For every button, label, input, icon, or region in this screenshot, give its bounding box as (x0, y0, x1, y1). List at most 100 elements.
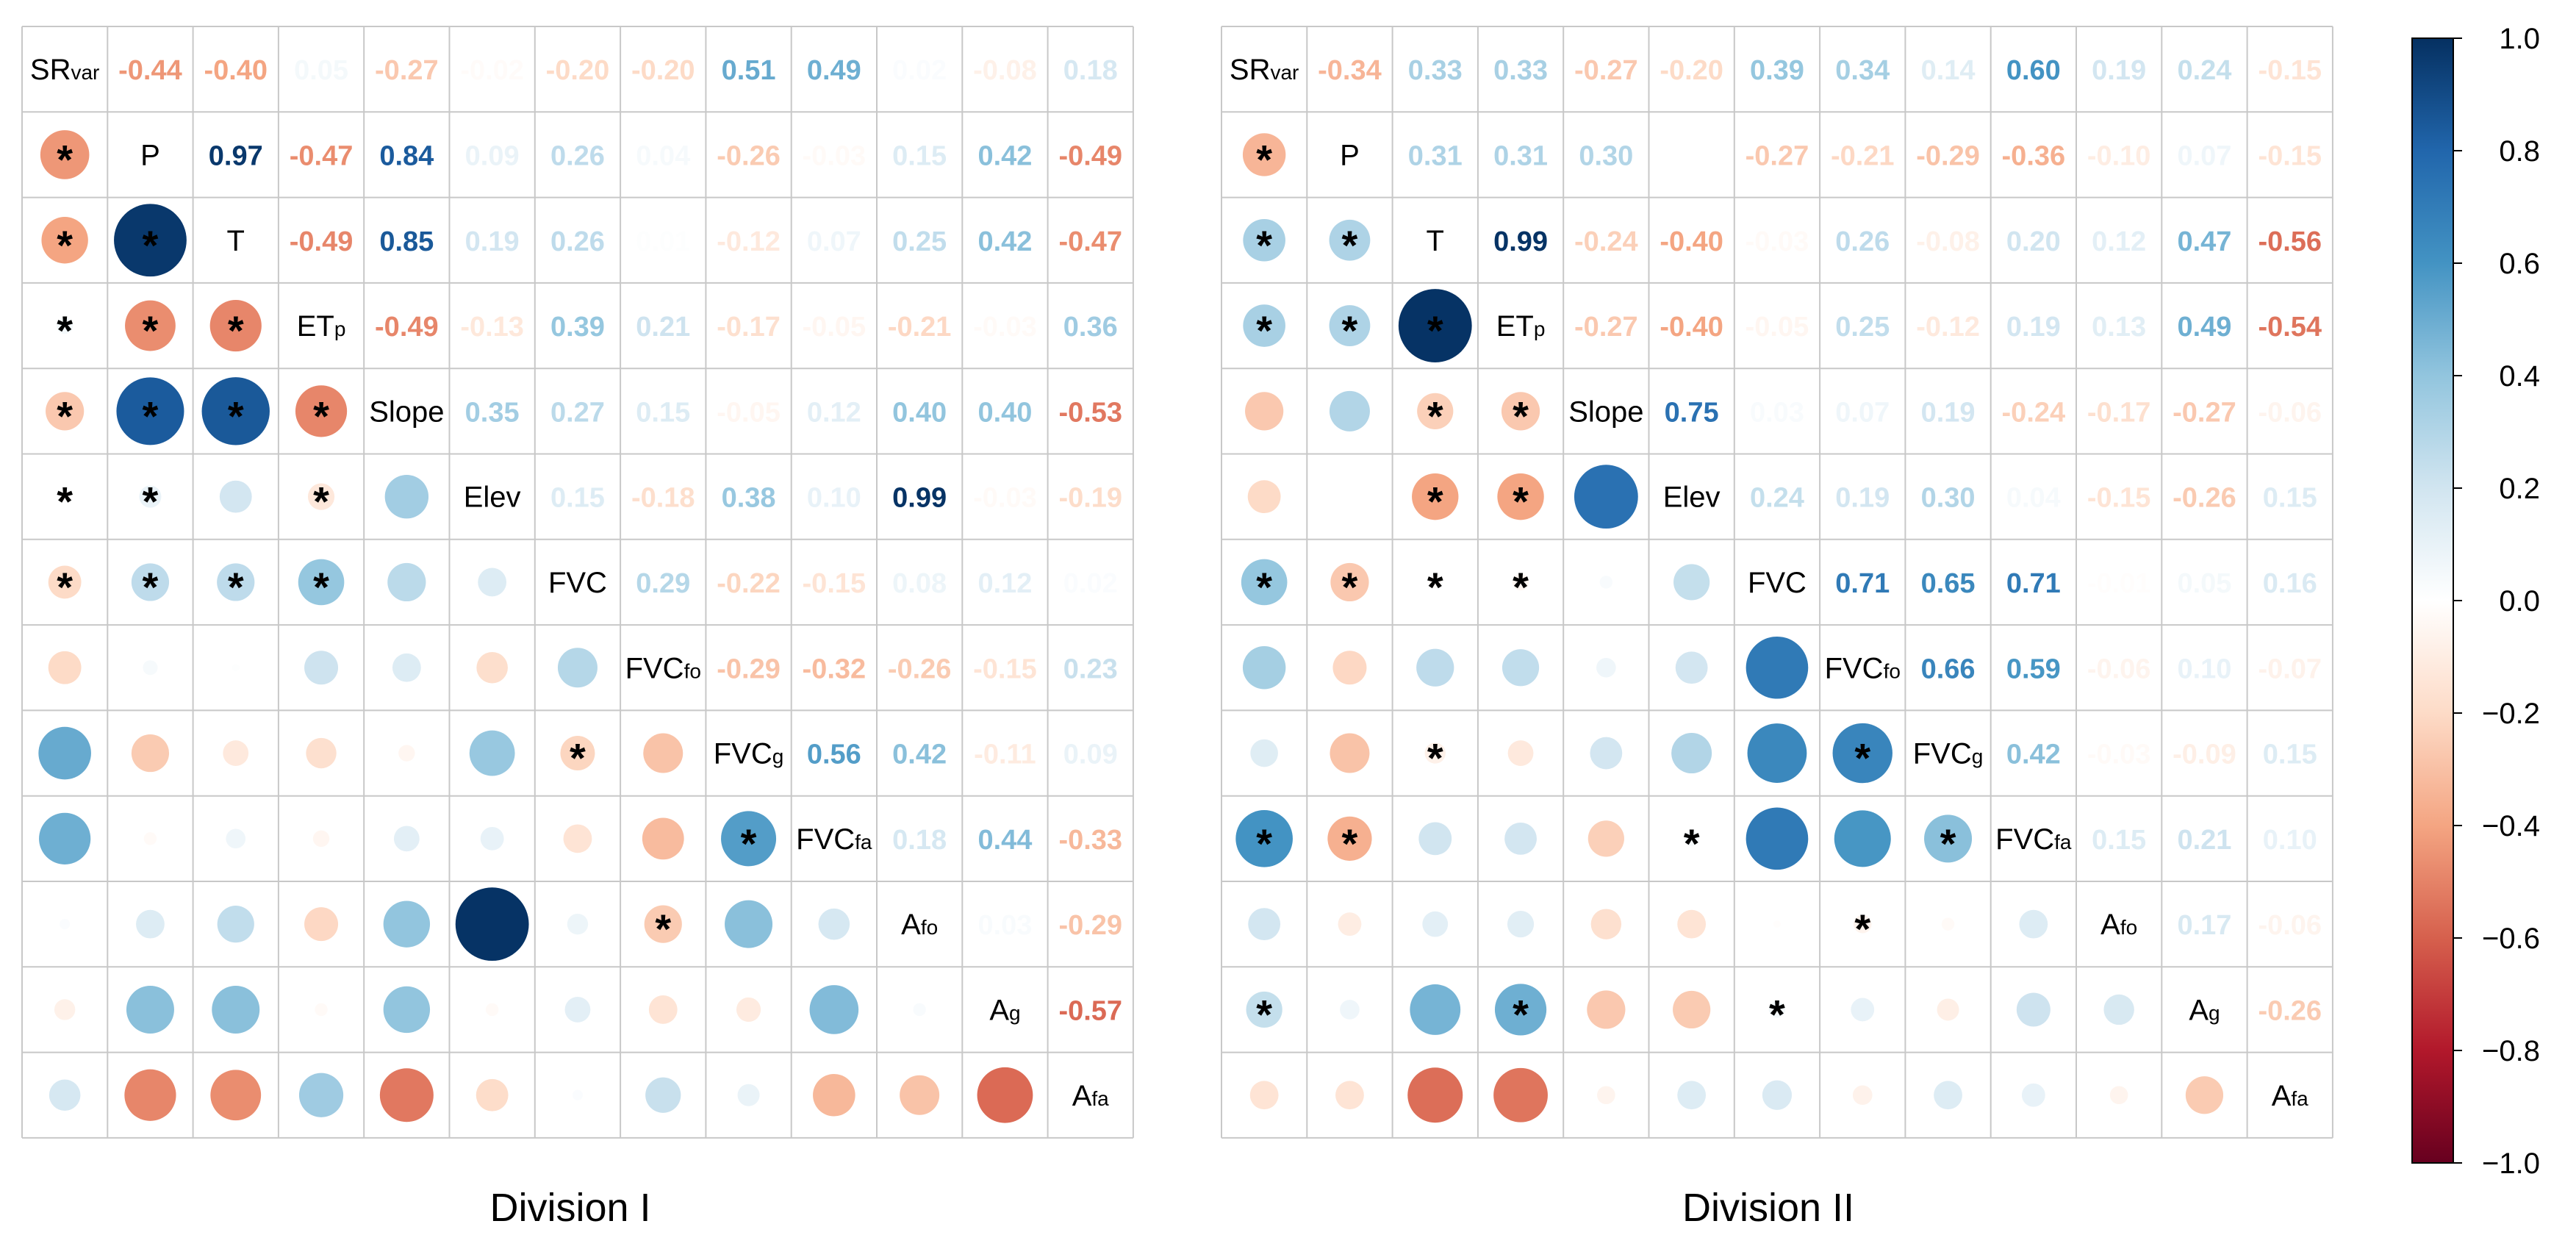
significance-star: * (1256, 222, 1272, 268)
significance-star: * (570, 735, 586, 781)
correlation-circle (1504, 822, 1537, 855)
coefficient-value: 0.75 (1665, 397, 1719, 428)
variable-label: Elev (464, 481, 521, 514)
coefficient-value: 0.13 (2092, 312, 2146, 343)
correlation-circle (143, 832, 157, 845)
coefficient-value: 0.97 (209, 140, 263, 171)
correlation-circle (315, 1003, 328, 1017)
coefficient-value: 0.60 (2006, 55, 2061, 86)
correlation-matrix-division-2: SRvar -0.34 0.33 0.33 -0.27 -0.20 0.39 0.34 0.14… (1221, 26, 2333, 1139)
coefficient-value: 0.15 (550, 483, 605, 514)
correlation-circle (1248, 908, 1281, 941)
coefficient-value: -0.40 (204, 55, 268, 86)
coefficient-value: -0.03 (973, 312, 1037, 343)
coefficient-value: 0.47 (2177, 226, 2231, 257)
coefficient-value: 0.35 (465, 397, 520, 428)
coefficient-value: 0.34 (1835, 55, 1890, 86)
coefficient-value: -0.07 (2258, 654, 2322, 684)
correlation-circle (232, 664, 240, 672)
coefficient-value: 0.24 (1750, 483, 1804, 514)
variable-label: FVCfa (1995, 823, 2072, 856)
coefficient-value: 0.09 (465, 140, 520, 171)
correlation-circle (1250, 739, 1278, 767)
coefficient-value: 0.12 (977, 568, 1032, 599)
coefficient-value: 0.14 (1921, 55, 1976, 86)
coefficient-value: -0.32 (803, 654, 867, 684)
correlation-circle (1330, 733, 1370, 773)
correlation-circle (126, 985, 174, 1034)
coefficient-value: 0.03 (977, 910, 1032, 941)
significance-star: * (1342, 307, 1358, 354)
correlation-circle (304, 907, 339, 942)
variable-label: Slope (369, 395, 444, 428)
variable-label: T (227, 225, 245, 257)
correlation-circle (201, 377, 270, 445)
coefficient-value: -0.17 (717, 312, 781, 343)
variable-label: Afo (2100, 909, 2137, 941)
coefficient-value: 0.15 (2092, 825, 2146, 856)
coefficient-value: 0.21 (2177, 825, 2231, 856)
coefficient-value: -0.27 (375, 55, 439, 86)
correlation-circle (60, 919, 71, 930)
coefficient-value: -0.08 (1916, 226, 1980, 257)
correlation-circle (1773, 920, 1781, 928)
correlation-circle (913, 1003, 926, 1017)
correlation-circle (1937, 998, 1959, 1021)
coefficient-value: -0.54 (2258, 312, 2322, 343)
correlation-circle (645, 1077, 681, 1113)
coefficient-value: 0.08 (892, 568, 947, 599)
correlation-circle (2016, 992, 2051, 1027)
coefficient-value: -0.13 (460, 312, 524, 343)
correlation-circle (298, 559, 345, 606)
coefficient-value: 0.07 (1835, 397, 1890, 428)
coefficient-value: 0.04 (636, 140, 690, 171)
correlation-circle (131, 734, 170, 773)
coefficient-value: 0.40 (892, 397, 947, 428)
correlation-circle (1329, 305, 1371, 346)
correlation-circle (1924, 814, 1973, 863)
coefficient-value: 0.19 (1835, 483, 1890, 514)
coefficient-value: 0.19 (465, 226, 520, 257)
variable-label-main: A (2272, 1080, 2292, 1112)
correlation-circle (1329, 390, 1370, 432)
correlation-circle (1746, 807, 1809, 870)
variable-label-main: Slope (369, 395, 444, 428)
correlation-circle (1418, 822, 1452, 856)
correlation-circle (1247, 480, 1281, 514)
correlation-circle (212, 985, 260, 1034)
variable-label-main: A (1072, 1080, 1092, 1112)
significance-star: * (143, 564, 159, 610)
correlation-circle (476, 1078, 509, 1111)
correlation-circle (1675, 651, 1708, 684)
coefficient-value: -0.05 (803, 312, 867, 343)
coefficient-value: 0.25 (1835, 312, 1890, 343)
variable-label-main: T (227, 225, 245, 257)
correlation-circle (1599, 576, 1613, 589)
correlation-circle (1335, 1081, 1364, 1110)
significance-star: * (1256, 564, 1272, 610)
variable-label-main: P (1340, 139, 1360, 171)
coefficient-value: -0.15 (2258, 140, 2322, 171)
correlation-circle (1424, 742, 1446, 764)
variable-label-main: ET (1496, 310, 1534, 343)
coefficient-value: -0.47 (290, 140, 354, 171)
correlation-circle (124, 1069, 176, 1121)
correlation-circle (1684, 831, 1699, 846)
significance-star: * (1940, 820, 1956, 867)
coefficient-value: -0.06 (2258, 910, 2322, 941)
variable-label: FVC (548, 567, 607, 599)
variable-label: Ag (989, 994, 1020, 1026)
correlation-circle (736, 997, 761, 1023)
coefficient-value: 0.49 (807, 55, 861, 86)
variable-label-subscript: fa (2054, 831, 2072, 853)
correlation-circle (1834, 810, 1891, 867)
variable-label: ETp (1496, 310, 1546, 343)
correlation-circle (1245, 392, 1284, 431)
significance-star: * (143, 222, 159, 268)
variable-label-subscript: g (772, 745, 784, 768)
coefficient-value: -0.06 (2258, 397, 2322, 428)
correlation-circle (383, 986, 431, 1034)
coefficient-value: 0.44 (977, 825, 1032, 856)
significance-star: * (57, 136, 73, 182)
coefficient-value: -0.26 (888, 654, 952, 684)
